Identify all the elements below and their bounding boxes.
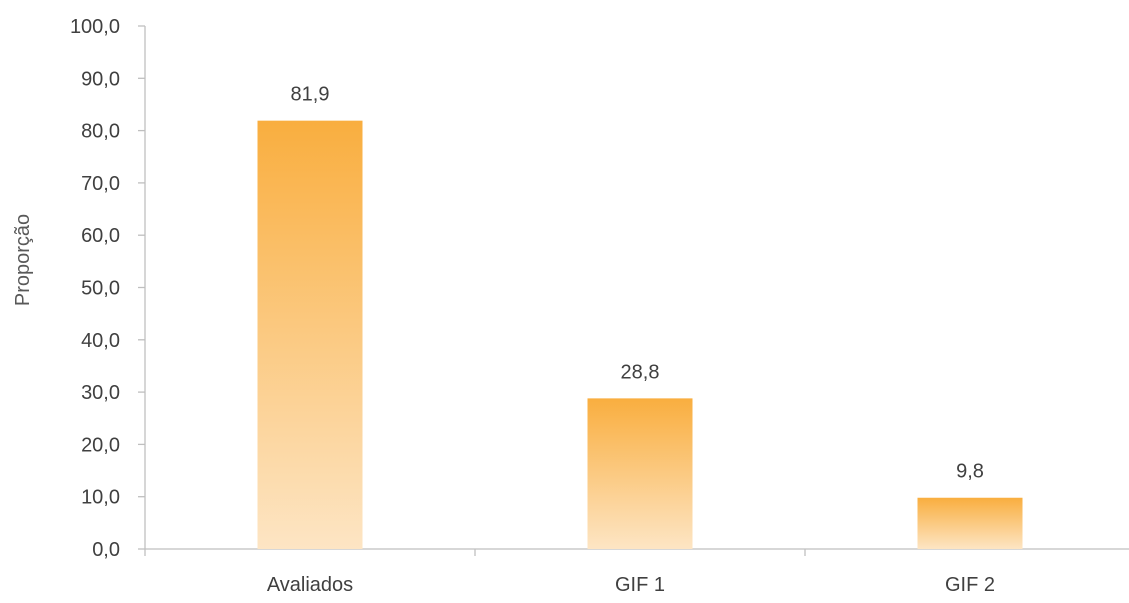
y-tick-label: 50,0 [81, 278, 120, 300]
data-label: 9,8 [956, 461, 984, 483]
y-tick-label: 0,0 [92, 539, 120, 561]
y-tick-label: 60,0 [81, 225, 120, 247]
y-tick-label: 100,0 [70, 16, 120, 38]
y-tick-label: 20,0 [81, 434, 120, 456]
bar-gif-2 [917, 497, 1023, 549]
y-tick-label: 40,0 [81, 330, 120, 352]
plot-area: 0,0 10,0 20,0 30,0 40,0 50,0 60,0 70,0 80,0 90,0 1… [70, 16, 1129, 596]
y-tick-label: 90,0 [81, 68, 120, 90]
y-tick-label: 70,0 [81, 173, 120, 195]
bar-avaliados [257, 120, 363, 550]
x-tick-label: Avaliados [267, 574, 353, 596]
data-label: 28,8 [621, 361, 660, 383]
y-tick-label: 30,0 [81, 382, 120, 404]
x-tick-label: GIF 2 [945, 574, 995, 596]
y-axis-title: Proporção [12, 214, 34, 306]
bar-gif-1 [587, 398, 693, 549]
y-tick-label: 80,0 [81, 121, 120, 143]
data-label: 81,9 [291, 84, 330, 106]
y-tick-label: 10,0 [81, 487, 120, 509]
x-tick-label: GIF 1 [615, 574, 665, 596]
